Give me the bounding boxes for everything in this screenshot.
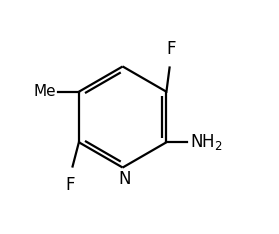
Text: Me: Me	[33, 84, 56, 99]
Text: N: N	[118, 170, 131, 188]
Text: NH$_2$: NH$_2$	[190, 132, 222, 152]
Text: F: F	[166, 40, 175, 58]
Text: F: F	[66, 176, 75, 194]
